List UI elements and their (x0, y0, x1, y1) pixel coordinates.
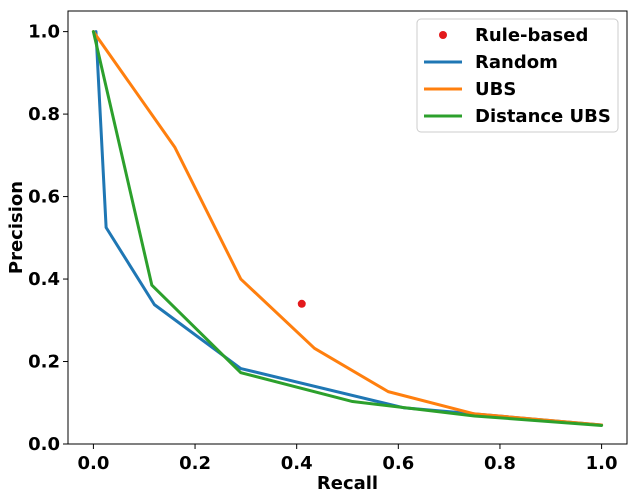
x-tick-label: 0.6 (382, 453, 414, 474)
x-tick-label: 0.2 (179, 453, 211, 474)
x-tick-label: 1.0 (586, 453, 618, 474)
legend-swatch-rule-based (439, 31, 447, 39)
x-axis-ticks: 0.0 0.2 0.4 0.6 0.8 1.0 (77, 444, 618, 474)
series-layer (91, 30, 604, 427)
series-line-ubs (91, 30, 604, 427)
y-tick-label: 0.8 (28, 104, 60, 125)
legend-label-random: Random (475, 52, 558, 73)
legend-label-rule-based: Rule-based (475, 25, 588, 46)
legend-label-ubs: UBS (475, 79, 516, 100)
plot-frame (67, 10, 628, 445)
x-tick-label: 0.4 (281, 453, 313, 474)
y-tick-label: 0.4 (28, 269, 60, 290)
x-tick-label: 0.0 (77, 453, 109, 474)
y-tick-label: 0.0 (28, 434, 60, 455)
legend-label-distance-ubs: Distance UBS (475, 106, 611, 127)
legend-box (416, 18, 619, 133)
y-axis-title: Precision (6, 181, 27, 274)
data-point-rule-based (297, 299, 306, 308)
y-tick-label: 0.6 (28, 187, 60, 208)
y-axis-ticks: 0.0 0.2 0.4 0.6 0.8 1.0 (28, 22, 68, 455)
x-axis-title: Recall (317, 473, 378, 494)
x-tick-label: 0.8 (484, 453, 516, 474)
y-tick-label: 0.2 (28, 352, 60, 373)
series-line-distance-ubs (91, 30, 604, 427)
legend: Rule-based Random UBS Distance UBS (416, 18, 619, 133)
y-tick-label: 1.0 (28, 22, 60, 43)
